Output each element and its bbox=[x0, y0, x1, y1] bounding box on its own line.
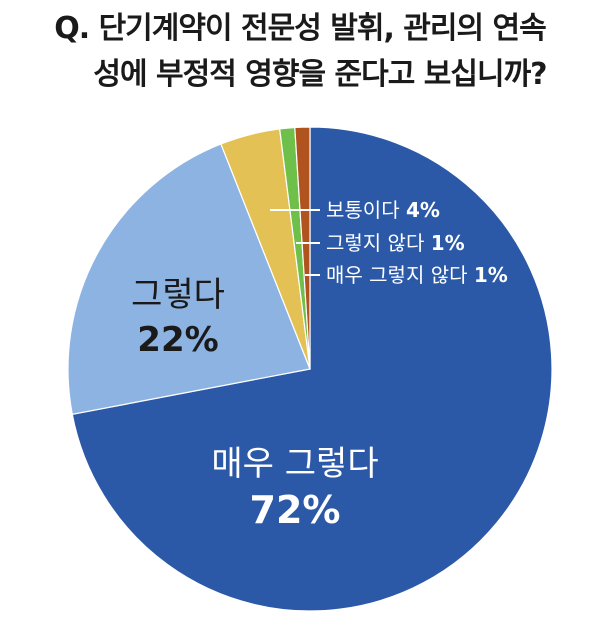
slice-label-1: 매우 그렇다 bbox=[211, 444, 378, 484]
slice-label-2: 그렇다 bbox=[131, 275, 225, 315]
slice-2 bbox=[67, 143, 311, 416]
chart-title: Q. 단기계약이 전문성 발휘, 관리의 연속 성에 부정적 영향을 준다고 보… bbox=[0, 6, 600, 98]
slice-label-5: 매우 그렇지 않다 1% bbox=[326, 263, 508, 287]
chart-title-line1: Q. 단기계약이 전문성 발휘, 관리의 연속 bbox=[54, 11, 547, 46]
slice-value-2: 22% bbox=[137, 320, 218, 360]
slice-value-1: 72% bbox=[250, 488, 341, 532]
slice-label-3: 보통이다 4% bbox=[326, 198, 440, 222]
slice-label-4: 그렇지 않다 1% bbox=[326, 231, 465, 255]
slice-1 bbox=[71, 126, 553, 612]
chart-title-line2: 성에 부정적 영향을 준다고 보십니까? bbox=[93, 57, 547, 92]
slice-5 bbox=[294, 126, 311, 370]
